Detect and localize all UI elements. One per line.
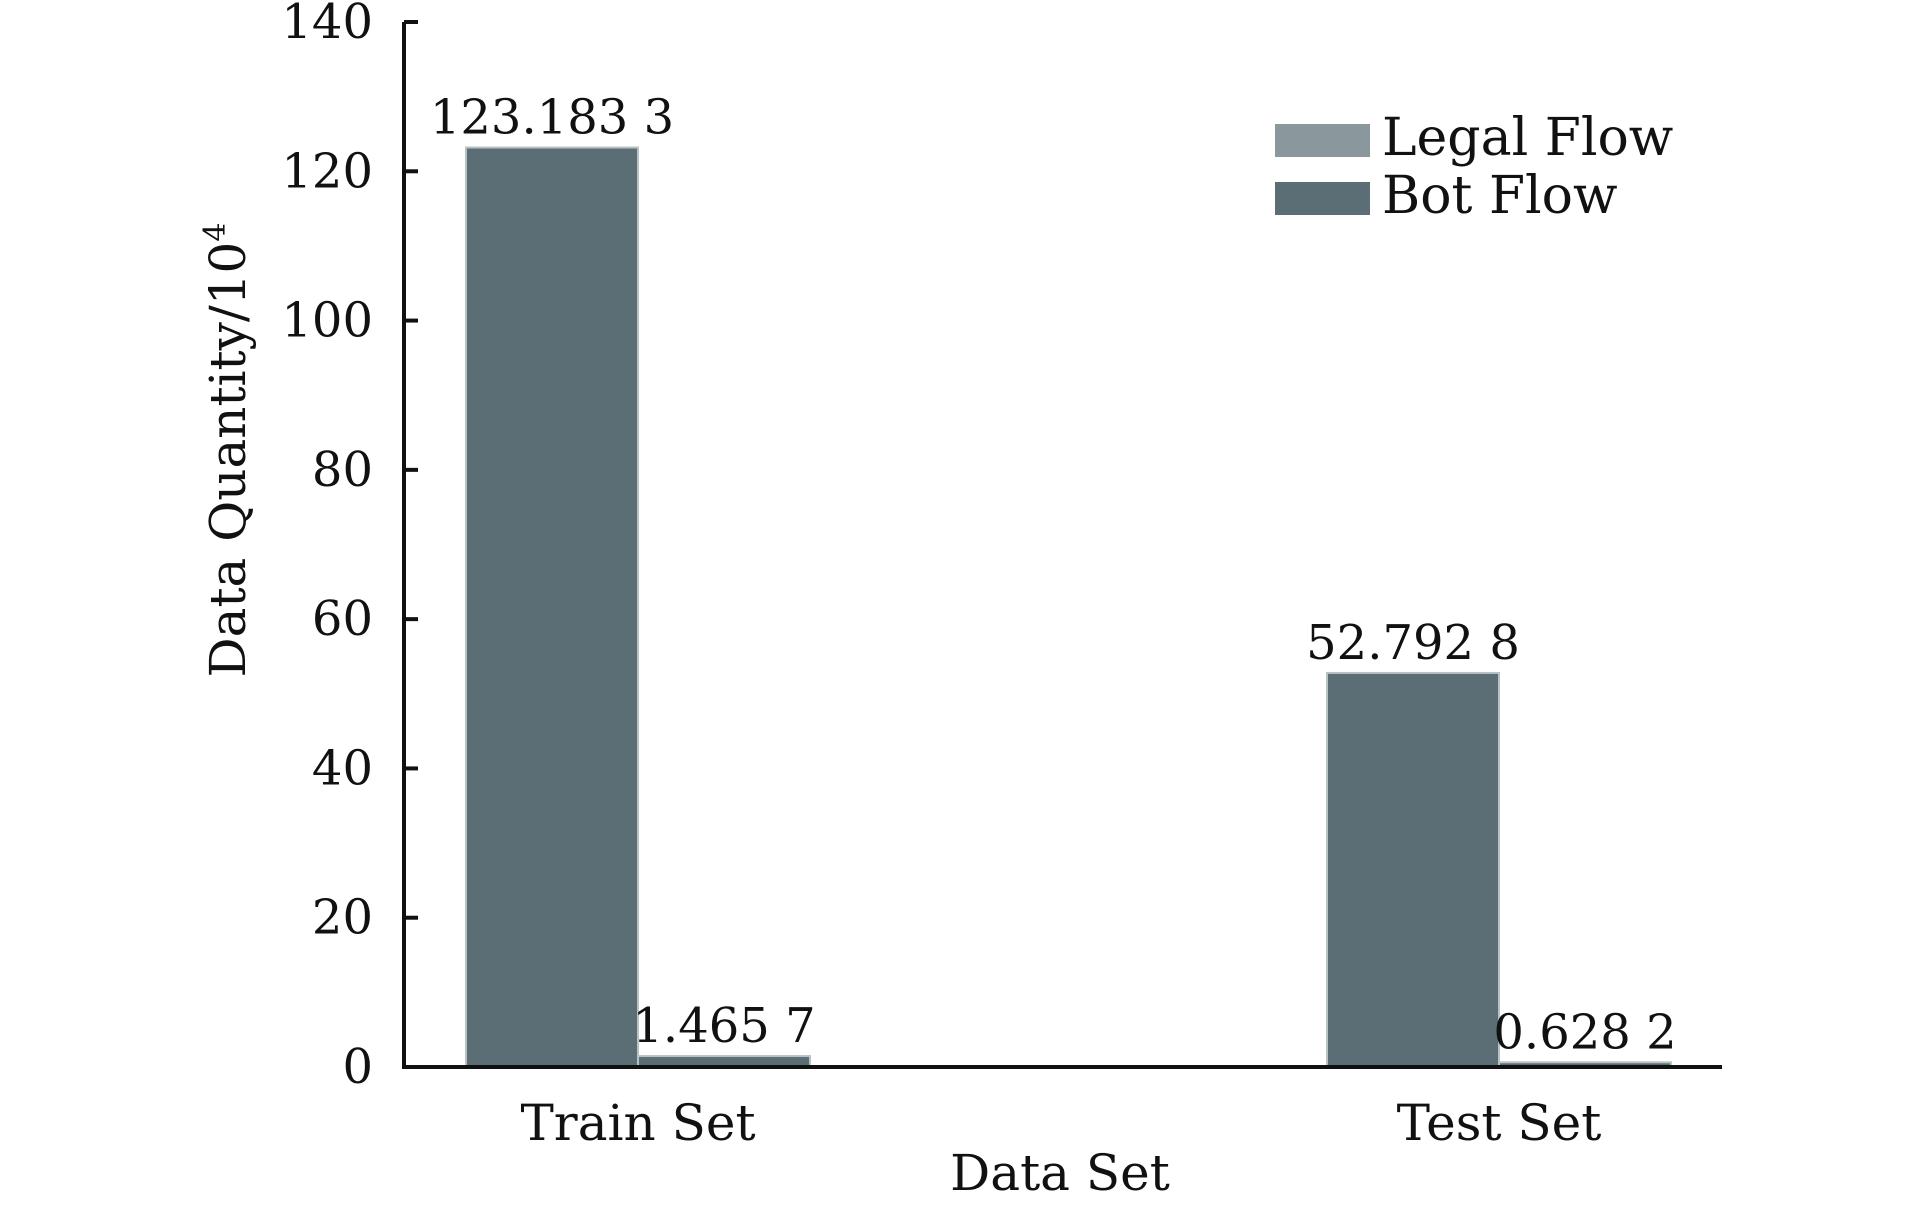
y-tick-label: 120 bbox=[281, 143, 373, 199]
bar-legal-flow-train-set bbox=[465, 146, 639, 1068]
bars-layer bbox=[465, 146, 1672, 1068]
bar-legal-flow-test-set bbox=[1326, 671, 1500, 1068]
x-axis-title: Data Set bbox=[950, 1144, 1170, 1202]
data-label: 1.465 7 bbox=[632, 998, 815, 1054]
legend-label: Bot Flow bbox=[1382, 166, 1617, 226]
x-category-label: Test Set bbox=[1397, 1094, 1602, 1152]
data-label: 123.183 3 bbox=[430, 90, 674, 146]
y-tick-label: 0 bbox=[342, 1039, 373, 1095]
y-tick-label: 60 bbox=[312, 591, 373, 647]
y-axis-title-text: Data Quantity/10 bbox=[199, 242, 257, 678]
y-tick-label: 20 bbox=[312, 890, 373, 946]
y-axis-title-superscript: 4 bbox=[198, 223, 233, 242]
legend-label: Legal Flow bbox=[1382, 108, 1673, 168]
y-axis-title: Data Quantity/104 bbox=[198, 223, 257, 678]
data-label: 0.628 2 bbox=[1493, 1004, 1676, 1060]
data-labels-layer: 123.183 3 52.792 8 1.465 7 0.628 2 bbox=[430, 90, 1677, 1061]
y-ticks-layer: 0 20 40 60 80 100 120 140 bbox=[281, 0, 418, 1095]
data-label: 52.792 8 bbox=[1306, 615, 1520, 671]
legend-swatch bbox=[1275, 182, 1370, 215]
y-tick-label: 40 bbox=[312, 740, 373, 796]
legend-swatch bbox=[1275, 124, 1370, 157]
x-categories-layer: Train Set Test Set bbox=[520, 1094, 1601, 1152]
y-tick-label: 140 bbox=[281, 0, 373, 50]
x-category-label: Train Set bbox=[520, 1094, 755, 1152]
y-tick-label: 100 bbox=[281, 293, 373, 349]
y-tick-label: 80 bbox=[312, 442, 373, 498]
axes-layer bbox=[402, 22, 1722, 1069]
